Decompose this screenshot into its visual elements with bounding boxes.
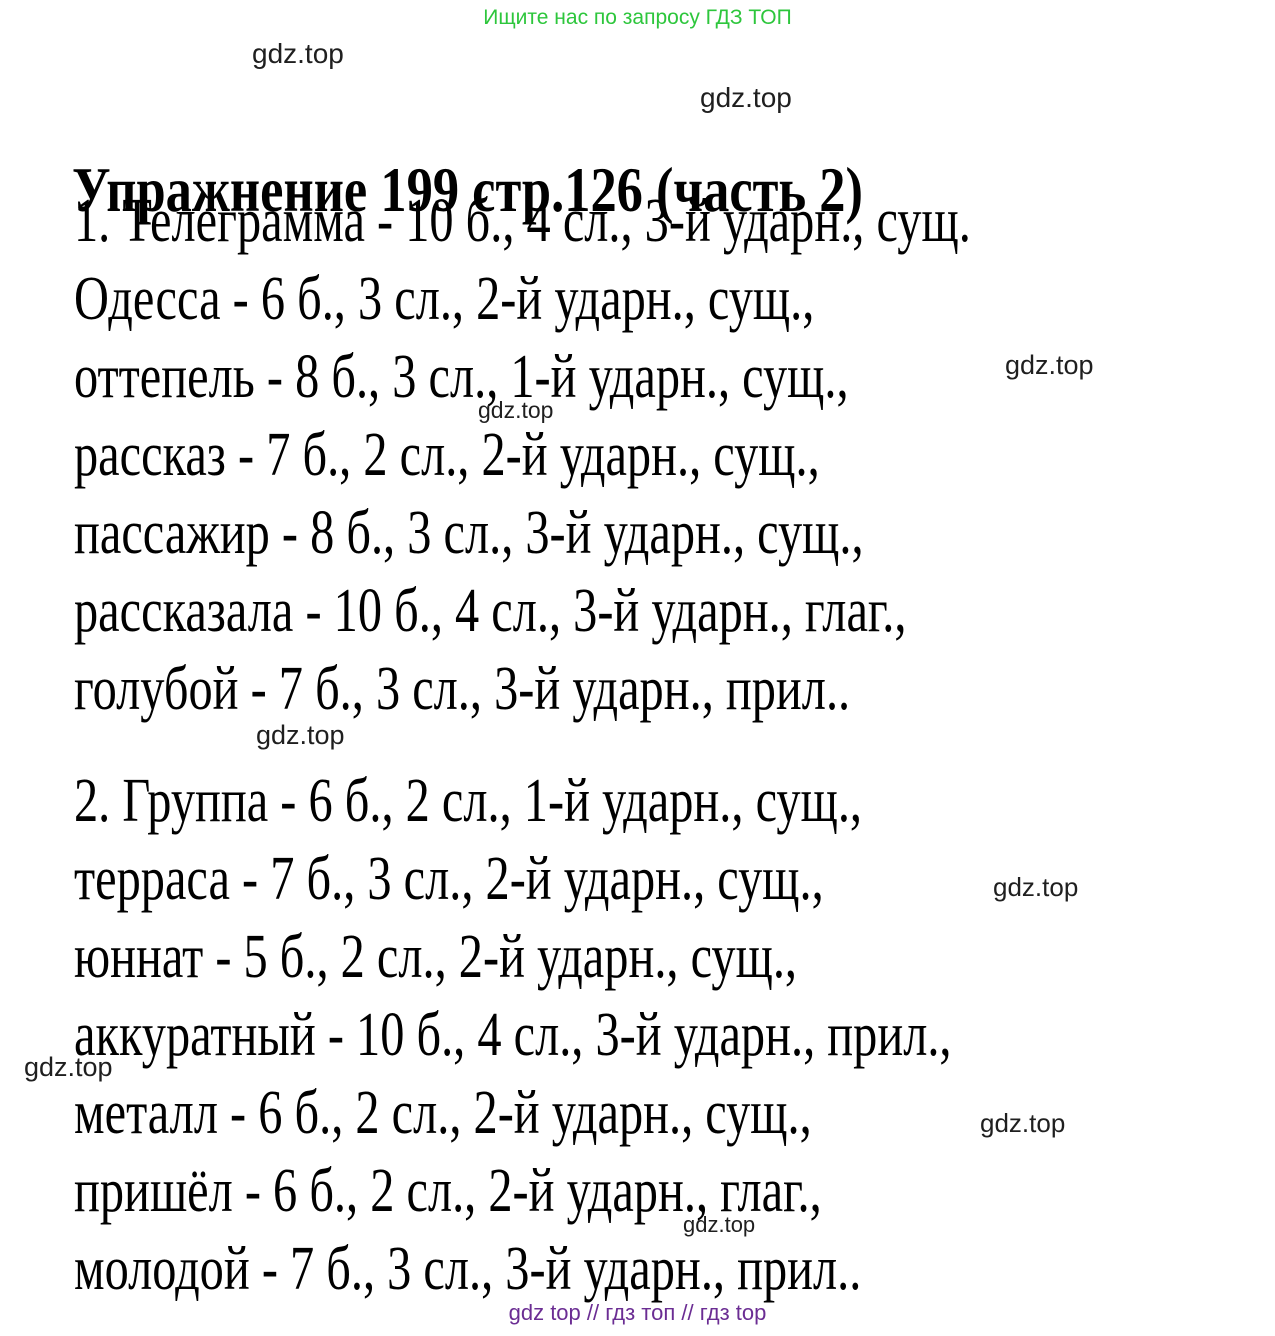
- answer-line: голубой - 7 б., 3 сл., 3-й ударн., прил.…: [74, 655, 851, 723]
- gdz-watermark: gdz.top: [700, 82, 792, 113]
- gdz-watermark: gdz.top: [478, 397, 554, 423]
- answer-line: 1. Телеграмма - 10 б., 4 сл., 3-й ударн.…: [74, 187, 971, 255]
- answer-line: оттепель - 8 б., 3 сл., 1-й ударн., сущ.…: [74, 343, 849, 411]
- answer-line: пассажир - 8 б., 3 сл., 3-й ударн., сущ.…: [74, 499, 864, 567]
- gdz-watermark: gdz.top: [980, 1108, 1066, 1138]
- gdz-watermark: gdz.top: [252, 38, 344, 69]
- answer-line: терраса - 7 б., 3 сл., 2-й ударн., сущ.,: [74, 845, 824, 913]
- gdz-watermark: gdz.top: [256, 720, 345, 750]
- answer-line: рассказала - 10 б., 4 сл., 3-й ударн., г…: [74, 577, 907, 645]
- footer-credits: gdz top // гдз топ // гдз top: [508, 1300, 767, 1325]
- answer-line: 2. Группа - 6 б., 2 сл., 1-й ударн., сущ…: [74, 767, 863, 835]
- page-title: Упражнение 199 стр.126 (часть 2): [72, 153, 864, 225]
- answer-line: Одесса - 6 б., 3 сл., 2-й ударн., сущ.,: [74, 265, 815, 333]
- gdz-watermark: gdz.top: [683, 1212, 756, 1237]
- answer-line: рассказ - 7 б., 2 сл., 2-й ударн., сущ.,: [74, 421, 820, 489]
- answer-item-2: 2. Группа - 6 б., 2 сл., 1-й ударн., сущ…: [74, 762, 1199, 1308]
- answer-line: пришёл - 6 б., 2 сл., 2-й ударн., глаг.,: [74, 1157, 822, 1225]
- gdz-watermark: gdz.top: [993, 872, 1079, 902]
- gdz-watermark: gdz.top: [24, 1052, 113, 1082]
- answer-line: аккуратный - 10 б., 4 сл., 3-й ударн., п…: [74, 1001, 952, 1069]
- header-notice: Ищите нас по запросу ГДЗ ТОП: [483, 6, 792, 29]
- answer-line: молодой - 7 б., 3 сл., 3-й ударн., прил.…: [74, 1235, 862, 1303]
- answer-line: металл - 6 б., 2 сл., 2-й ударн., сущ.,: [74, 1079, 812, 1147]
- answer-item-1: 1. Телеграмма - 10 б., 4 сл., 3-й ударн.…: [74, 182, 1224, 728]
- gdz-watermark: gdz.top: [1005, 350, 1094, 380]
- answer-line: юннат - 5 б., 2 сл., 2-й ударн., сущ.,: [74, 923, 798, 991]
